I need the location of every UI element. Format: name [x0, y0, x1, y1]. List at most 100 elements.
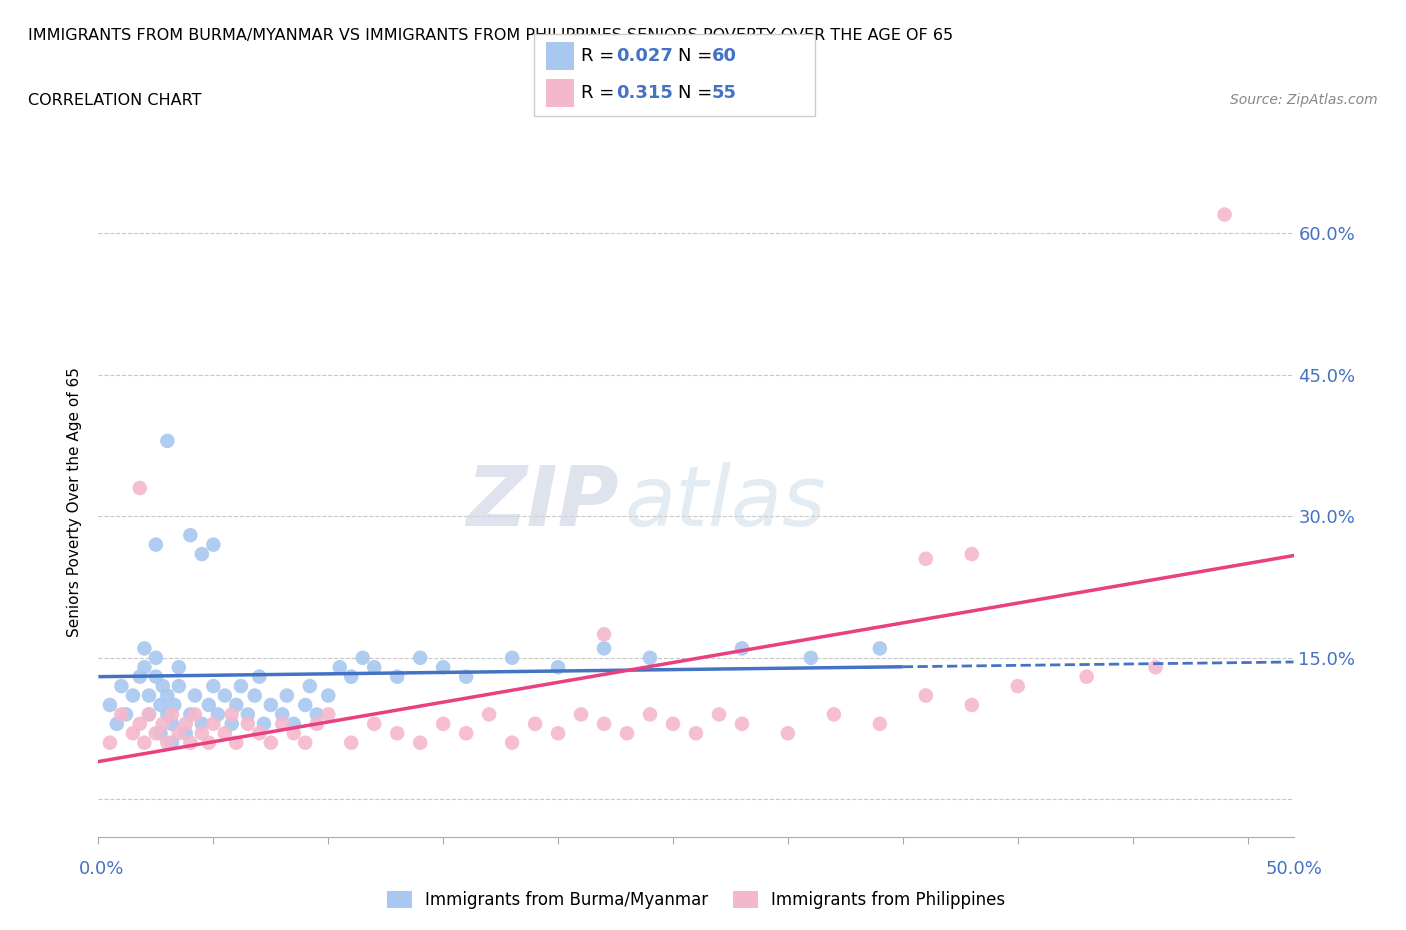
Point: [110, 679, 132, 694]
Point: [110, 707, 132, 722]
Point: [160, 707, 183, 722]
Text: 0.0%: 0.0%: [79, 860, 124, 878]
Point: [569, 707, 592, 722]
Text: 55: 55: [711, 84, 737, 102]
Point: [409, 650, 432, 665]
Point: [247, 725, 270, 740]
Point: [174, 725, 197, 740]
Point: [1213, 207, 1236, 222]
Point: [156, 707, 179, 722]
Point: [145, 670, 167, 684]
Point: [145, 725, 167, 740]
Point: [115, 707, 138, 722]
Point: [202, 679, 225, 694]
Point: [1076, 670, 1098, 684]
Point: [122, 688, 145, 703]
Point: [456, 670, 478, 684]
Point: [776, 725, 799, 740]
Point: [197, 698, 219, 712]
Point: [134, 659, 156, 674]
Point: [167, 679, 190, 694]
Point: [914, 551, 936, 566]
Point: [98, 736, 121, 751]
Point: [385, 670, 409, 684]
Point: [214, 688, 236, 703]
Point: [260, 736, 283, 751]
Point: [283, 716, 305, 731]
Point: [149, 698, 172, 712]
Point: [352, 650, 374, 665]
Point: [191, 547, 214, 562]
Point: [145, 538, 167, 552]
Point: [316, 688, 339, 703]
Text: 0.027: 0.027: [616, 46, 672, 65]
Point: [547, 725, 569, 740]
Point: [260, 698, 283, 712]
Point: [662, 716, 685, 731]
Point: [638, 650, 661, 665]
Point: [134, 641, 156, 656]
Point: [179, 736, 201, 751]
Point: [432, 716, 454, 731]
Point: [247, 670, 270, 684]
Point: [167, 659, 190, 674]
Point: [138, 707, 160, 722]
Point: [128, 716, 150, 731]
Point: [593, 716, 616, 731]
Point: [179, 707, 201, 722]
Point: [152, 716, 174, 731]
Text: N =: N =: [678, 84, 717, 102]
Point: [638, 707, 661, 722]
Point: [128, 670, 150, 684]
Point: [432, 659, 454, 674]
Point: [138, 688, 160, 703]
Point: [960, 547, 983, 562]
Point: [236, 716, 259, 731]
Point: [160, 716, 183, 731]
Point: [340, 736, 363, 751]
Point: [160, 736, 183, 751]
Point: [138, 707, 160, 722]
Point: [156, 688, 179, 703]
Point: [202, 538, 225, 552]
Text: N =: N =: [678, 46, 717, 65]
Point: [593, 641, 616, 656]
Point: [340, 670, 363, 684]
Point: [202, 716, 225, 731]
Point: [823, 707, 845, 722]
Text: 0.315: 0.315: [616, 84, 672, 102]
Point: [184, 707, 207, 722]
Point: [869, 641, 891, 656]
Point: [478, 707, 501, 722]
Point: [524, 716, 547, 731]
Point: [105, 716, 128, 731]
Point: [298, 679, 321, 694]
Text: atlas: atlas: [624, 461, 825, 543]
Point: [456, 725, 478, 740]
Point: [329, 659, 352, 674]
Point: [731, 641, 754, 656]
Text: 60: 60: [711, 46, 737, 65]
Point: [243, 688, 266, 703]
Point: [409, 736, 432, 751]
Point: [593, 627, 616, 642]
Point: [152, 679, 174, 694]
Text: 50.0%: 50.0%: [1265, 860, 1322, 878]
Point: [731, 716, 754, 731]
Point: [221, 716, 243, 731]
Point: [271, 716, 294, 731]
Point: [167, 725, 190, 740]
Point: [225, 698, 247, 712]
Point: [214, 725, 236, 740]
Point: [960, 698, 983, 712]
Point: [501, 650, 523, 665]
Point: [305, 707, 328, 722]
Point: [271, 707, 294, 722]
Point: [145, 650, 167, 665]
Text: ZIP: ZIP: [465, 461, 619, 543]
Point: [869, 716, 891, 731]
Point: [685, 725, 707, 740]
Text: R =: R =: [581, 46, 620, 65]
Point: [191, 716, 214, 731]
Text: Source: ZipAtlas.com: Source: ZipAtlas.com: [1230, 93, 1378, 107]
